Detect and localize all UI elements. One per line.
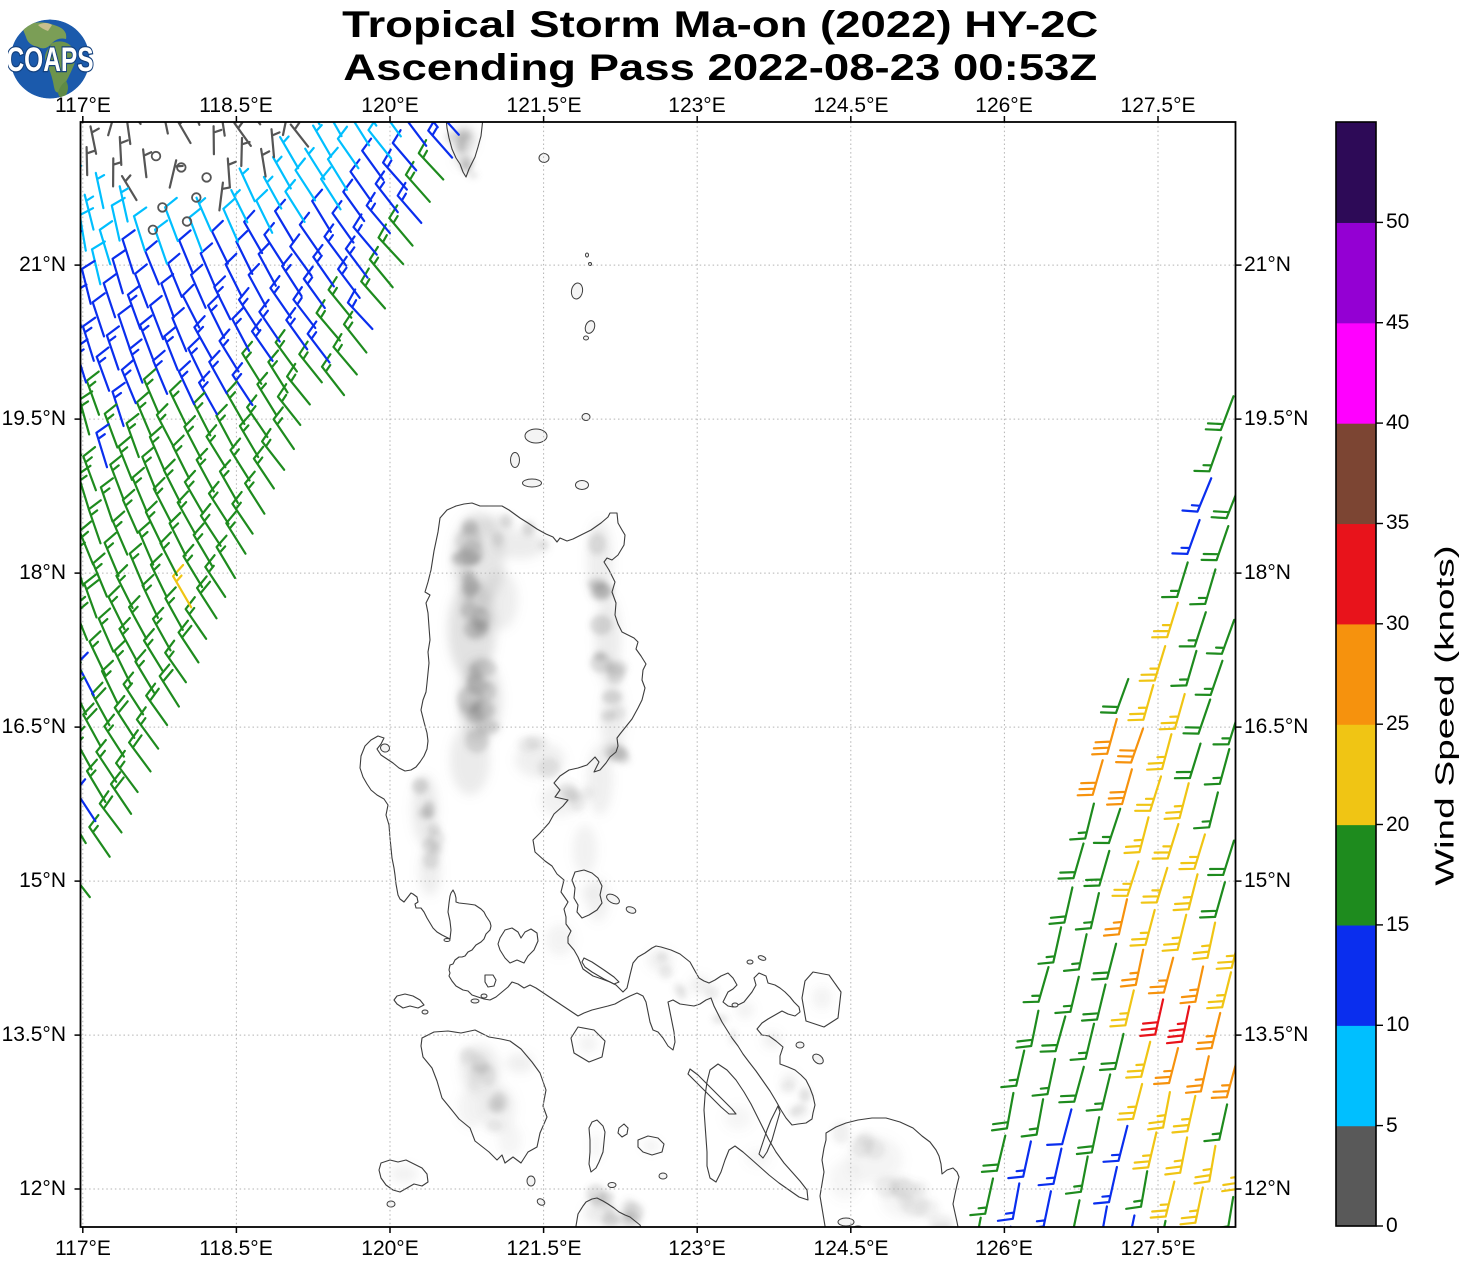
svg-text:COAPS: COAPS — [8, 41, 94, 79]
